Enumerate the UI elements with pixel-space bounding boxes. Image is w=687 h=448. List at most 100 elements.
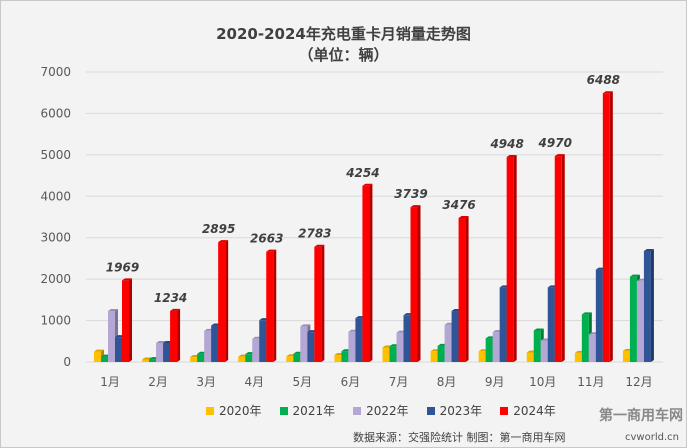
- data-label: 4254: [345, 166, 379, 180]
- bar-2022年-4月: [252, 338, 260, 362]
- bar-2021年-7月: [389, 346, 397, 362]
- bar-top: [362, 183, 373, 186]
- bar-2020年-1月: [94, 351, 101, 362]
- data-label: 1234: [154, 291, 187, 305]
- legend-swatch: [353, 407, 362, 415]
- bar-2023年-6月: [355, 318, 363, 362]
- bar-2020年-9月: [478, 351, 486, 362]
- data-label: 3739: [394, 187, 427, 201]
- bar-2023年-8月: [451, 311, 459, 362]
- bar-2023年-5月: [307, 332, 315, 362]
- bar-2020年-3月: [190, 357, 198, 362]
- legend-label: 2024年: [513, 404, 556, 418]
- bar-2023年-3月: [211, 325, 219, 362]
- legend-label: 2022年: [366, 404, 409, 418]
- bar-2020年-12月: [622, 350, 630, 362]
- bar-2021年-2月: [149, 359, 157, 362]
- bar-2024年-1月: [122, 280, 129, 362]
- legend-item: 2024年: [500, 402, 556, 419]
- bar-2023年-11月: [595, 269, 603, 362]
- x-tick-label: 8月: [437, 375, 457, 389]
- legend-item: 2022年: [353, 402, 409, 419]
- bar-top: [506, 155, 517, 158]
- x-tick-label: 11月: [577, 375, 604, 389]
- bar-top: [266, 249, 277, 252]
- bar-2024年-2月: [170, 310, 178, 362]
- legend-label: 2021年: [292, 404, 336, 418]
- bar-top: [581, 312, 592, 315]
- bar-2023年-9月: [499, 287, 507, 362]
- legend-item: 2020年: [206, 402, 262, 419]
- bar-2021年-4月: [245, 354, 253, 362]
- bar-2022年-6月: [348, 331, 356, 362]
- y-tick-label: 0: [63, 355, 71, 369]
- x-tick-label: 9月: [485, 375, 505, 389]
- source-note: 数据来源：交强险统计 制图：第一商用车网: [353, 431, 566, 444]
- data-label: 3476: [442, 198, 475, 212]
- bar-2023年-12月: [643, 250, 651, 362]
- bar-2022年-11月: [588, 334, 596, 362]
- bar-top: [643, 248, 654, 251]
- bar-side: [650, 248, 654, 362]
- bar-2024年-3月: [218, 242, 226, 362]
- bar-2021年-1月: [101, 356, 108, 362]
- bar-2020年-6月: [334, 354, 342, 362]
- legend-swatch: [500, 407, 509, 415]
- bar-2023年-2月: [163, 342, 171, 362]
- y-tick-label: 1000: [40, 314, 71, 328]
- bar-2024年-11月: [602, 93, 610, 362]
- legend-item: 2023年: [426, 402, 482, 419]
- bar-2021年-11月: [581, 314, 589, 362]
- bar-top: [170, 308, 181, 311]
- bar-2023年-1月: [115, 337, 122, 362]
- bar-2024年-8月: [458, 217, 466, 362]
- bar-top: [300, 324, 311, 327]
- bar-2020年-4月: [238, 356, 246, 362]
- y-tick-label: 2000: [40, 272, 71, 286]
- bar-side: [225, 240, 229, 362]
- bar-2021年-8月: [437, 345, 445, 362]
- bar-2020年-11月: [574, 352, 582, 362]
- bar-side: [273, 249, 277, 362]
- bar-side: [465, 215, 469, 362]
- bar-2024年-4月: [266, 251, 274, 362]
- bar-2021年-12月: [629, 276, 637, 362]
- bar-2021年-10月: [533, 330, 541, 362]
- chart-title: 2020-2024年充电重卡月销量走势图: [216, 25, 471, 43]
- bar-2020年-5月: [286, 356, 294, 362]
- bar-2023年-7月: [403, 315, 411, 362]
- bar-top: [602, 91, 613, 94]
- data-label: 2895: [202, 222, 235, 236]
- bar-top: [122, 278, 132, 281]
- bar-top: [218, 240, 229, 243]
- x-tick-label: 4月: [244, 375, 264, 389]
- bar-2024年-9月: [506, 157, 514, 362]
- bar-2022年-5月: [300, 326, 308, 362]
- data-label: 2663: [250, 232, 283, 246]
- bar-2022年-1月: [108, 311, 115, 362]
- x-tick-label: 5月: [293, 375, 313, 389]
- bar-2021年-3月: [197, 353, 205, 362]
- bar-2020年-7月: [382, 347, 390, 362]
- bar-2022年-8月: [444, 324, 452, 362]
- x-tick-label: 10月: [529, 375, 556, 389]
- bar-2022年-12月: [636, 280, 644, 362]
- bar-side: [321, 244, 325, 362]
- data-label: 4970: [538, 136, 572, 150]
- bar-2022年-3月: [204, 330, 212, 362]
- bar-2022年-9月: [492, 332, 500, 362]
- bar-2024年-7月: [410, 207, 418, 362]
- legend-swatch: [279, 407, 288, 415]
- bar-2021年-9月: [485, 338, 493, 362]
- bar-top: [94, 349, 104, 352]
- bar-2020年-2月: [142, 359, 150, 362]
- bar-top: [533, 328, 544, 331]
- bar-2022年-10月: [540, 340, 548, 362]
- data-label: 4948: [489, 137, 523, 151]
- bar-2024年-5月: [314, 246, 322, 362]
- bar-side: [177, 308, 181, 362]
- bar-top: [108, 309, 118, 312]
- x-tick-label: 1月: [100, 375, 120, 389]
- bar-top: [458, 215, 469, 218]
- x-tick-label: 6月: [341, 375, 361, 389]
